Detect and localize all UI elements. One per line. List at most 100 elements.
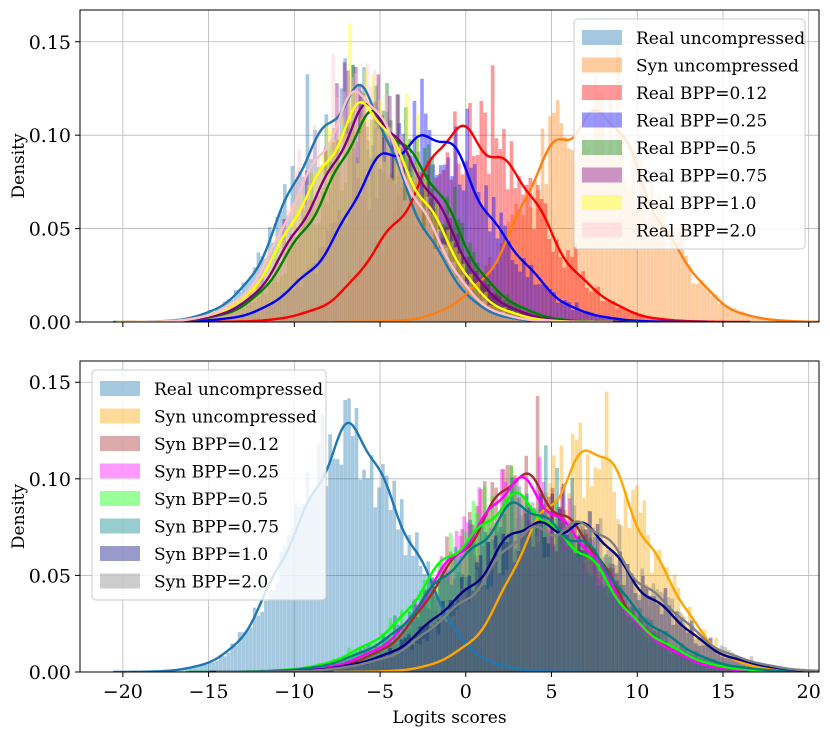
hist-bar	[429, 226, 434, 322]
hist-bar	[542, 557, 546, 672]
hist-bar	[700, 638, 705, 672]
hist-bar	[436, 634, 441, 672]
hist-bar	[623, 599, 627, 672]
hist-bar	[471, 590, 475, 672]
hist-bar	[691, 654, 695, 672]
hist-bar	[314, 273, 319, 322]
hist-bar	[690, 656, 695, 672]
hist-bar	[369, 86, 373, 322]
hist-bar	[642, 616, 646, 672]
hist-bar	[423, 590, 427, 672]
hist-bar	[599, 592, 604, 672]
hist-bar	[617, 601, 621, 672]
hist-bar	[653, 633, 657, 672]
legend-label-syn-bpp-2-0: Syn BPP=2.0	[154, 573, 268, 593]
hist-bar	[593, 467, 598, 672]
hist-bar	[539, 490, 544, 672]
hist-bar	[661, 206, 666, 322]
hist-bar	[396, 529, 400, 672]
hist-bar	[603, 586, 608, 672]
hist-bar	[608, 460, 613, 672]
hist-bar	[328, 297, 333, 322]
hist-bar	[563, 300, 568, 322]
hist-bar	[684, 659, 689, 672]
hist-bar	[603, 586, 608, 672]
hist-bar	[600, 301, 604, 322]
hist-bar	[381, 110, 386, 322]
hist-bar	[524, 455, 529, 672]
hist-bar	[608, 556, 612, 672]
hist-bar	[499, 243, 503, 322]
hist-bar	[416, 151, 421, 322]
hist-bar	[499, 212, 504, 322]
hist-bar	[718, 303, 722, 322]
hist-bar	[422, 573, 427, 672]
hist-bar	[506, 580, 511, 672]
hist-bar	[312, 202, 317, 322]
hist-bar	[531, 509, 536, 672]
hist-bar	[410, 188, 415, 322]
hist-bar	[423, 176, 428, 322]
hist-bar	[395, 151, 400, 322]
hist-bar	[392, 624, 397, 672]
hist-bar	[657, 194, 662, 322]
hist-bar	[607, 301, 612, 322]
hist-bar	[495, 597, 500, 672]
hist-bar	[635, 199, 639, 322]
hist-bar	[338, 668, 343, 672]
hist-bar	[381, 253, 386, 322]
hist-bar	[609, 571, 614, 672]
hist-bar	[562, 551, 566, 672]
hist-bar	[456, 219, 461, 322]
hist-bar	[607, 571, 612, 672]
hist-bar	[386, 130, 390, 322]
hist-bar	[535, 510, 540, 672]
hist-bar	[430, 578, 434, 672]
hist-bar	[377, 242, 382, 322]
hist-bar	[643, 636, 648, 672]
hist-bar	[305, 214, 310, 322]
hist-bar	[505, 317, 510, 322]
hist-bar	[637, 313, 642, 322]
hist-bar	[445, 536, 449, 672]
ticks	[75, 41, 810, 327]
hist-bar	[286, 243, 290, 322]
hist-bar	[342, 668, 346, 672]
hist-bar	[329, 129, 334, 322]
hist-bar	[445, 572, 450, 672]
hist-bar	[388, 173, 393, 322]
hist-bar	[748, 316, 752, 322]
hist-bar	[579, 556, 584, 672]
hist-bar	[382, 161, 386, 322]
hist-bar	[431, 213, 435, 322]
hist-bar	[543, 521, 547, 672]
hist-bar	[287, 237, 292, 322]
hist-bar	[364, 664, 369, 672]
hist-bar	[324, 114, 329, 322]
legend-swatch-syn-bpp-0-25	[100, 463, 140, 479]
hist-bar	[346, 666, 351, 672]
hist-bar	[532, 228, 536, 322]
x-tick-label: 5	[545, 681, 557, 703]
hist-bar	[403, 200, 407, 322]
hist-bar	[497, 572, 502, 672]
hist-bar	[343, 293, 348, 322]
hist-bar	[308, 145, 313, 322]
hist-bar	[624, 615, 629, 672]
hist-bar	[252, 607, 257, 672]
hist-bar	[506, 534, 510, 672]
hist-bar	[286, 215, 291, 322]
hist-bar	[494, 522, 499, 672]
hist-bar	[231, 316, 236, 322]
hist-bar	[427, 316, 432, 322]
hist-bar	[487, 625, 492, 672]
hist-bar	[666, 643, 670, 672]
hist-bar	[487, 257, 492, 322]
hist-bar	[524, 496, 529, 672]
hist-bar	[522, 258, 526, 322]
hist-bar	[237, 308, 241, 322]
hist-bar	[429, 198, 434, 322]
hist-bar	[472, 163, 477, 322]
hist-bar	[688, 660, 693, 672]
hist-bar	[611, 579, 616, 672]
